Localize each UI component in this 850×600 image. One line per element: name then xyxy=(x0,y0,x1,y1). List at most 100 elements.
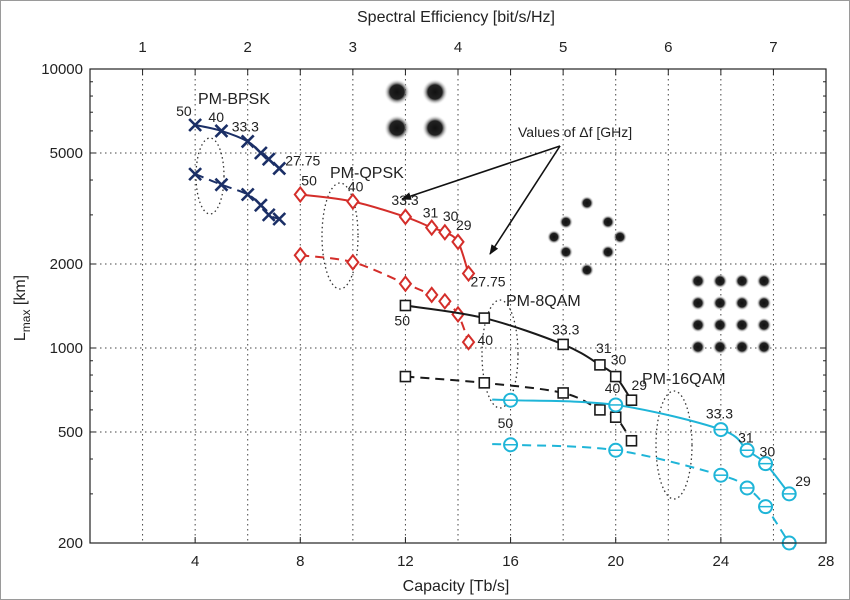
axes: 4 8 12 16 20 24 281 2 3 4 5 6 7200500100020005000100… xyxy=(41,39,834,570)
point-label: 30 xyxy=(760,444,776,460)
x2-tick-label: 5 xyxy=(559,39,567,56)
point-label: 40 xyxy=(605,380,621,396)
data-point-diamond xyxy=(293,185,308,204)
point-label: 31 xyxy=(738,429,754,445)
data-point-x xyxy=(261,207,276,222)
constellation-point xyxy=(756,317,772,333)
data-point-diamond xyxy=(461,264,476,283)
plot-area-border xyxy=(89,68,827,544)
x-axis-label: Capacity [Tb/s] xyxy=(403,578,510,595)
point-label: 40 xyxy=(348,179,364,195)
point-label: 30 xyxy=(611,352,627,368)
constellation-point xyxy=(756,273,772,289)
series-line xyxy=(492,443,796,550)
data-point-square xyxy=(609,370,622,383)
annotation-delta-f: Values of Δf [GHz] xyxy=(518,124,632,140)
constellation-point xyxy=(734,295,750,311)
constellation-point xyxy=(422,79,448,105)
data-point-x xyxy=(214,123,229,138)
series-0 xyxy=(188,118,287,176)
x2-tick-label: 1 xyxy=(138,39,146,56)
y-tick-label: 5000 xyxy=(50,145,83,162)
data-point-square xyxy=(557,387,569,399)
constellation-point xyxy=(756,295,772,311)
constellation-point xyxy=(559,215,573,229)
y-axis-label: Lmax [km] xyxy=(12,275,33,341)
constellation-point xyxy=(580,196,594,210)
series-6 xyxy=(492,392,797,502)
point-label: 30 xyxy=(443,208,459,224)
constellation-point xyxy=(547,230,561,244)
data-point-square xyxy=(399,370,412,383)
legend-label-pm-qpsk: PM-QPSK xyxy=(330,165,404,182)
point-label: 50 xyxy=(301,172,317,188)
constellation-point xyxy=(384,79,410,105)
data-point-diamond xyxy=(398,208,413,226)
point-label: 29 xyxy=(631,377,647,393)
y-label-main: L xyxy=(12,332,29,341)
point-label: 50 xyxy=(394,313,410,329)
point-label: 33.3 xyxy=(552,321,579,337)
data-point-diamond xyxy=(293,246,308,264)
annotation-arrows xyxy=(401,145,561,255)
data-point-square xyxy=(557,338,569,351)
constellation-point xyxy=(712,339,728,355)
y-label-sub: max xyxy=(19,310,33,333)
data-point-diamond xyxy=(398,275,413,293)
constellation-point xyxy=(734,339,750,355)
data-point-x xyxy=(214,177,229,192)
data-point-x xyxy=(240,134,255,149)
series-4 xyxy=(399,299,638,406)
data-point-diamond xyxy=(424,219,439,237)
data-point-square xyxy=(625,394,638,406)
legend-label-pm-bpsk: PM-BPSK xyxy=(198,91,270,108)
data-point-x xyxy=(240,187,255,202)
x-tick-label: 4 xyxy=(191,553,199,570)
point-label: 50 xyxy=(176,103,192,119)
constellation-point xyxy=(601,215,615,229)
data-point-square xyxy=(625,434,638,447)
constellation-point xyxy=(559,245,573,259)
constellation-insets xyxy=(384,79,772,355)
point-label: 50 xyxy=(498,415,514,431)
x-tick-label: 24 xyxy=(713,553,730,570)
point-label: 33.3 xyxy=(232,118,259,134)
series-1 xyxy=(188,167,287,226)
data-point-square xyxy=(594,359,606,371)
x-tick-label: 8 xyxy=(296,553,304,570)
arrow-to-qpsk-dashed xyxy=(489,145,561,255)
point-label: 40 xyxy=(208,109,224,125)
constellation-point xyxy=(756,339,772,355)
data-point-square xyxy=(478,312,491,324)
constellation-point xyxy=(690,339,706,355)
constellation-point xyxy=(712,317,728,333)
dotted-ellipse xyxy=(655,390,693,500)
data-point-diamond xyxy=(346,192,360,211)
point-label: 29 xyxy=(795,473,811,489)
data-point-diamond xyxy=(438,292,452,310)
series-5 xyxy=(399,370,638,447)
data-point-square xyxy=(594,404,606,416)
constellation-point xyxy=(422,115,448,141)
data-point-x xyxy=(188,118,203,132)
data-point-diamond xyxy=(424,286,439,304)
series-2 xyxy=(293,185,476,283)
x-tick-label: 12 xyxy=(397,553,414,570)
point-label: 33.3 xyxy=(706,406,733,422)
constellation-point xyxy=(734,317,750,333)
x2-tick-label: 2 xyxy=(244,39,252,56)
data-point-x xyxy=(188,167,203,182)
point-label: 40 xyxy=(478,332,494,348)
constellation-point xyxy=(690,317,706,333)
y-tick-label: 2000 xyxy=(50,256,83,273)
constellation-point xyxy=(690,273,706,289)
dotted-ellipse xyxy=(481,299,519,409)
x2-axis-label: Spectral Efficiency [bit/s/Hz] xyxy=(357,9,555,26)
y-tick-label: 500 xyxy=(58,424,83,441)
data-point-diamond xyxy=(438,223,452,241)
point-label: 29 xyxy=(456,217,472,233)
dotted-ellipse xyxy=(321,182,359,290)
x2-tick-label: 7 xyxy=(769,39,777,56)
